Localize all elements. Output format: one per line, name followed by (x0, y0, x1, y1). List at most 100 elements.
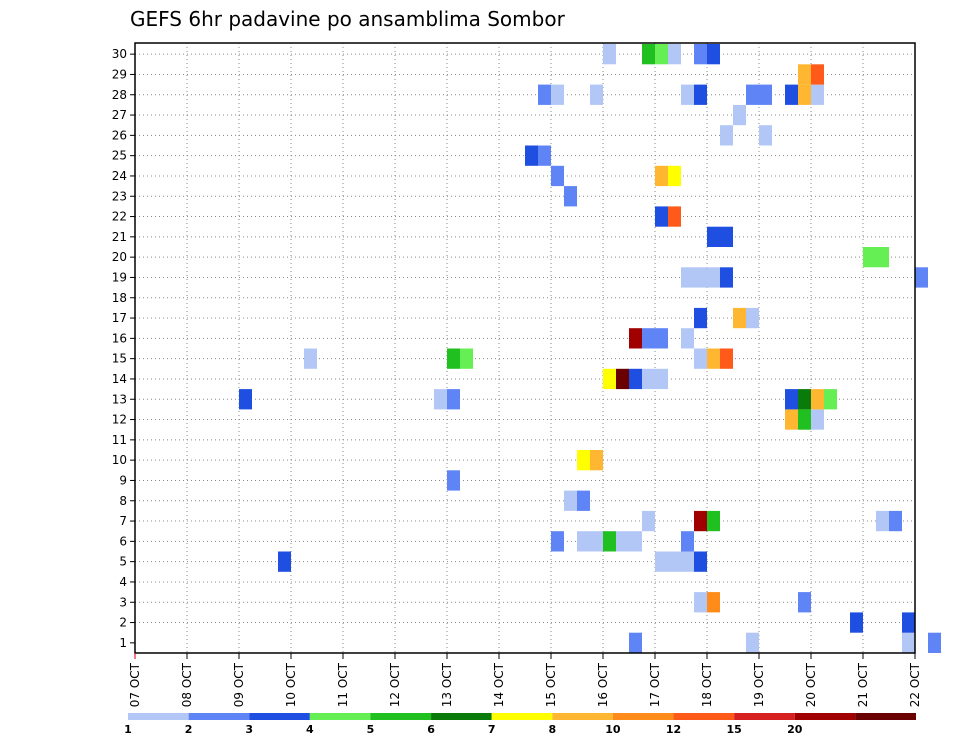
x-tick-label: 10 OCT (284, 662, 298, 707)
member-cell (590, 84, 603, 105)
member-cell (759, 84, 772, 105)
member-cell (603, 368, 616, 390)
x-tick-label: 07 OCT (128, 662, 142, 707)
member-cell (655, 206, 668, 227)
member-cell (707, 592, 720, 613)
member-cell (694, 44, 707, 65)
member-cell (655, 368, 668, 390)
member-cell (798, 64, 811, 85)
colorbar-swatch (552, 713, 613, 720)
member-cell (668, 206, 681, 227)
y-tick-label: 4 (119, 575, 127, 589)
colorbar: 1 2 3 4 5 6 7 8 10 12 15 20 (124, 713, 916, 736)
member-cell (642, 328, 655, 349)
member-cell (655, 551, 668, 572)
y-tick-label: 13 (112, 392, 127, 406)
member-cell (642, 510, 655, 532)
member-cell (694, 307, 707, 329)
member-cell (785, 409, 798, 430)
y-tick-label: 30 (112, 47, 127, 61)
member-cell (902, 612, 915, 633)
member-cell (538, 84, 551, 105)
member-cell (434, 389, 447, 410)
y-tick-label: 12 (112, 413, 127, 427)
y-tick-label: 28 (112, 88, 127, 102)
colorbar-swatch (734, 713, 795, 720)
colorbar-swatch (188, 713, 250, 720)
member-cell (577, 450, 590, 471)
member-cell (551, 165, 564, 187)
colorbar-label: 4 (306, 723, 314, 736)
x-tick-label: 15 OCT (544, 662, 558, 707)
member-cell (824, 389, 837, 410)
member-cell (811, 389, 824, 410)
member-cell (538, 145, 551, 166)
plot-frame (134, 42, 916, 654)
member-cell (655, 165, 668, 187)
member-cell (694, 267, 707, 288)
colorbar-label: 3 (245, 723, 253, 736)
x-tick-label: 13 OCT (440, 662, 454, 707)
member-cell (577, 531, 590, 552)
y-tick-label: 9 (119, 473, 127, 487)
y-tick-label: 15 (112, 352, 127, 366)
member-cell (694, 84, 707, 105)
y-tick-label: 21 (112, 230, 127, 244)
y-tick-label: 3 (119, 595, 127, 609)
colorbar-swatch (128, 713, 189, 720)
colorbar-label: 10 (605, 723, 621, 736)
member-cell (746, 632, 759, 653)
colorbar-swatch (673, 713, 735, 720)
member-cell (447, 470, 460, 491)
y-tick-label: 17 (112, 311, 127, 325)
member-cell (798, 389, 811, 410)
x-tick-label: 19 OCT (752, 662, 766, 707)
y-tick-label: 5 (119, 555, 127, 569)
colorbar-label: 6 (427, 723, 435, 736)
colorbar-label: 2 (185, 723, 193, 736)
member-cell (590, 450, 603, 471)
y-tick-label: 23 (112, 189, 127, 203)
x-tick-label: 22 OCT (908, 662, 922, 707)
member-cell (447, 389, 460, 410)
colorbar-swatch (431, 713, 492, 720)
member-cell (694, 592, 707, 613)
colorbar-label: 15 (726, 723, 741, 736)
x-tick-label: 21 OCT (856, 662, 870, 707)
member-cell (551, 531, 564, 552)
member-cell (707, 44, 720, 65)
grid-lines (135, 43, 915, 653)
member-cell (798, 409, 811, 430)
member-cell (551, 84, 564, 105)
colorbar-swatch (612, 713, 674, 720)
y-tick-label: 2 (119, 616, 127, 630)
member-cell (811, 64, 824, 85)
x-tick-label: 12 OCT (388, 662, 402, 707)
member-cell (642, 44, 655, 65)
member-cell (811, 84, 824, 105)
member-cell (655, 328, 668, 349)
member-cell (681, 328, 694, 349)
member-cell (655, 44, 668, 65)
member-cell (447, 348, 460, 369)
y-tick-label: 20 (112, 250, 127, 264)
member-cell (707, 348, 720, 369)
member-cell (746, 307, 759, 329)
member-cell (681, 84, 694, 105)
member-cell (460, 348, 473, 369)
member-cell (577, 490, 590, 511)
member-cell (616, 368, 629, 390)
member-cell (707, 267, 720, 288)
member-cell (629, 531, 642, 552)
member-cell (928, 632, 941, 653)
x-tick-label: 09 OCT (232, 662, 246, 707)
member-cell (915, 267, 928, 288)
y-tick-label: 7 (119, 514, 127, 528)
member-cells (239, 44, 941, 653)
y-tick-label: 16 (112, 331, 127, 345)
member-cell (681, 267, 694, 288)
y-axis-ticks: 1234567891011121314151617181920212223242… (112, 47, 135, 650)
member-cell (681, 551, 694, 572)
member-cell (785, 84, 798, 105)
y-tick-label: 24 (112, 169, 127, 183)
